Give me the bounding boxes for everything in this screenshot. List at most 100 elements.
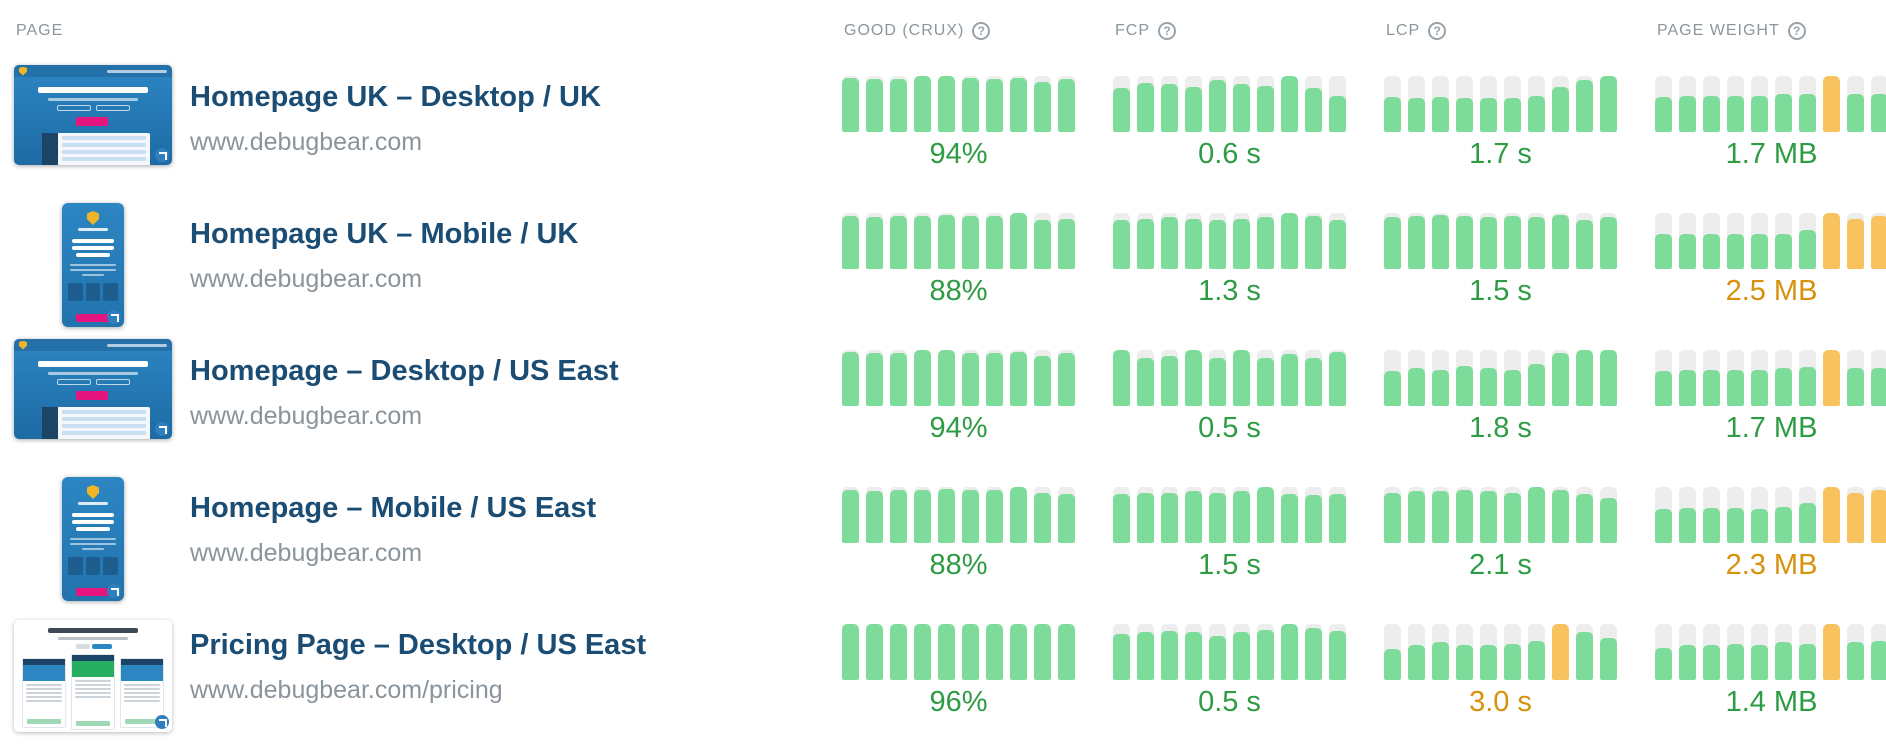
sparkline-bar (866, 624, 883, 680)
lcp-metric[interactable]: 2.1 s (1378, 471, 1623, 608)
sparkline-bar (1576, 624, 1593, 680)
metric-value: 1.7 s (1469, 138, 1532, 170)
page-title[interactable]: Homepage – Mobile / US East (190, 492, 597, 524)
sparkline-bar (1305, 624, 1322, 680)
metric-value: 1.4 MB (1725, 686, 1818, 718)
page-thumbnail[interactable] (14, 620, 172, 732)
sparkline-bar (866, 350, 883, 406)
sparkline-bar (986, 213, 1003, 269)
column-headers: PAGE GOOD (CRUX) ? FCP ? LCP ? PAGE WEIG… (0, 0, 1886, 60)
lcp-column-header: LCP ? (1378, 22, 1623, 40)
help-icon[interactable]: ? (1787, 22, 1806, 40)
page-thumbnail[interactable] (14, 339, 172, 439)
sparkline-bar (890, 624, 907, 680)
sparkline-bar (1432, 350, 1449, 406)
lcp-metric[interactable]: 1.8 s (1378, 334, 1623, 471)
sparkline-bar (1058, 487, 1075, 543)
sparkline-bar (1408, 350, 1425, 406)
expand-icon[interactable] (155, 148, 169, 162)
good-metric[interactable]: 94% (836, 60, 1081, 197)
sparkline-bar (1209, 624, 1226, 680)
sparkline-bar (1775, 487, 1792, 543)
help-icon[interactable]: ? (1158, 22, 1176, 40)
trend-sparkline (1384, 350, 1617, 406)
table-row[interactable]: Homepage UK – Mobile / UK www.debugbear.c… (0, 197, 1886, 334)
page-thumbnail[interactable] (62, 203, 124, 327)
weight-metric[interactable]: 2.3 MB (1649, 471, 1886, 608)
weight-metric[interactable]: 1.4 MB (1649, 608, 1886, 745)
metric-value: 2.1 s (1469, 549, 1532, 581)
fcp-metric[interactable]: 0.5 s (1107, 608, 1352, 745)
sparkline-bar (1281, 76, 1298, 132)
sparkline-bar (842, 213, 859, 269)
page-cell: Homepage UK – Mobile / UK www.debugbear.c… (0, 197, 810, 334)
trend-sparkline (1113, 350, 1346, 406)
sparkline-bar (1257, 76, 1274, 132)
lcp-metric[interactable]: 1.5 s (1378, 197, 1623, 334)
sparkline-bar (1576, 76, 1593, 132)
sparkline-bar (1010, 213, 1027, 269)
table-row[interactable]: Homepage – Mobile / US East www.debugbear… (0, 471, 1886, 608)
sparkline-bar (986, 487, 1003, 543)
good-metric[interactable]: 94% (836, 334, 1081, 471)
sparkline-bar (1456, 487, 1473, 543)
sparkline-bar (1329, 487, 1346, 543)
page-thumbnail[interactable] (62, 477, 124, 601)
trend-sparkline (1655, 350, 1886, 406)
metric-value: 3.0 s (1469, 686, 1532, 718)
sparkline-bar (1432, 624, 1449, 680)
expand-icon[interactable] (155, 422, 169, 436)
sparkline-bar (1703, 76, 1720, 132)
weight-metric[interactable]: 1.7 MB (1649, 60, 1886, 197)
sparkline-bar (1233, 624, 1250, 680)
metric-value: 1.7 MB (1725, 412, 1818, 444)
sparkline-bar (1727, 487, 1744, 543)
sparkline-bar (1329, 76, 1346, 132)
fcp-metric[interactable]: 1.3 s (1107, 197, 1352, 334)
page-title[interactable]: Homepage UK – Mobile / UK (190, 218, 579, 250)
table-row[interactable]: Homepage – Desktop / US East www.debugbea… (0, 334, 1886, 471)
good-metric[interactable]: 96% (836, 608, 1081, 745)
sparkline-bar (1161, 487, 1178, 543)
trend-sparkline (842, 76, 1075, 132)
expand-icon[interactable] (107, 310, 121, 324)
sparkline-bar (1137, 487, 1154, 543)
sparkline-bar (986, 350, 1003, 406)
sparkline-bar (1137, 76, 1154, 132)
lcp-metric[interactable]: 1.7 s (1378, 60, 1623, 197)
help-icon[interactable]: ? (972, 22, 991, 40)
table-row[interactable]: Homepage UK – Desktop / UK www.debugbear.… (0, 60, 1886, 197)
sparkline-bar (1281, 487, 1298, 543)
good-metric[interactable]: 88% (836, 471, 1081, 608)
sparkline-bar (1281, 350, 1298, 406)
sparkline-bar (1058, 350, 1075, 406)
shield-logo-icon (87, 211, 99, 225)
sparkline-bar (890, 213, 907, 269)
fcp-metric[interactable]: 1.5 s (1107, 471, 1352, 608)
fcp-metric[interactable]: 0.6 s (1107, 60, 1352, 197)
good-metric[interactable]: 88% (836, 197, 1081, 334)
page-thumbnail[interactable] (14, 65, 172, 165)
sparkline-bar (1847, 624, 1864, 680)
expand-icon[interactable] (107, 584, 121, 598)
weight-metric[interactable]: 2.5 MB (1649, 197, 1886, 334)
trend-sparkline (1384, 487, 1617, 543)
table-row[interactable]: Pricing Page – Desktop / US East www.debu… (0, 608, 1886, 745)
page-title[interactable]: Homepage – Desktop / US East (190, 355, 619, 387)
expand-icon[interactable] (155, 715, 169, 729)
sparkline-bar (1408, 213, 1425, 269)
help-icon[interactable]: ? (1428, 22, 1447, 40)
page-title[interactable]: Homepage UK – Desktop / UK (190, 81, 601, 113)
sparkline-bar (866, 76, 883, 132)
sparkline-bar (1034, 487, 1051, 543)
weight-metric[interactable]: 1.7 MB (1649, 334, 1886, 471)
sparkline-bar (1775, 624, 1792, 680)
sparkline-bar (1727, 624, 1744, 680)
metric-value: 88% (929, 549, 988, 581)
sparkline-bar (1871, 76, 1886, 132)
sparkline-bar (1257, 350, 1274, 406)
lcp-metric[interactable]: 3.0 s (1378, 608, 1623, 745)
fcp-metric[interactable]: 0.5 s (1107, 334, 1352, 471)
page-title[interactable]: Pricing Page – Desktop / US East (190, 629, 647, 661)
sparkline-bar (1408, 487, 1425, 543)
